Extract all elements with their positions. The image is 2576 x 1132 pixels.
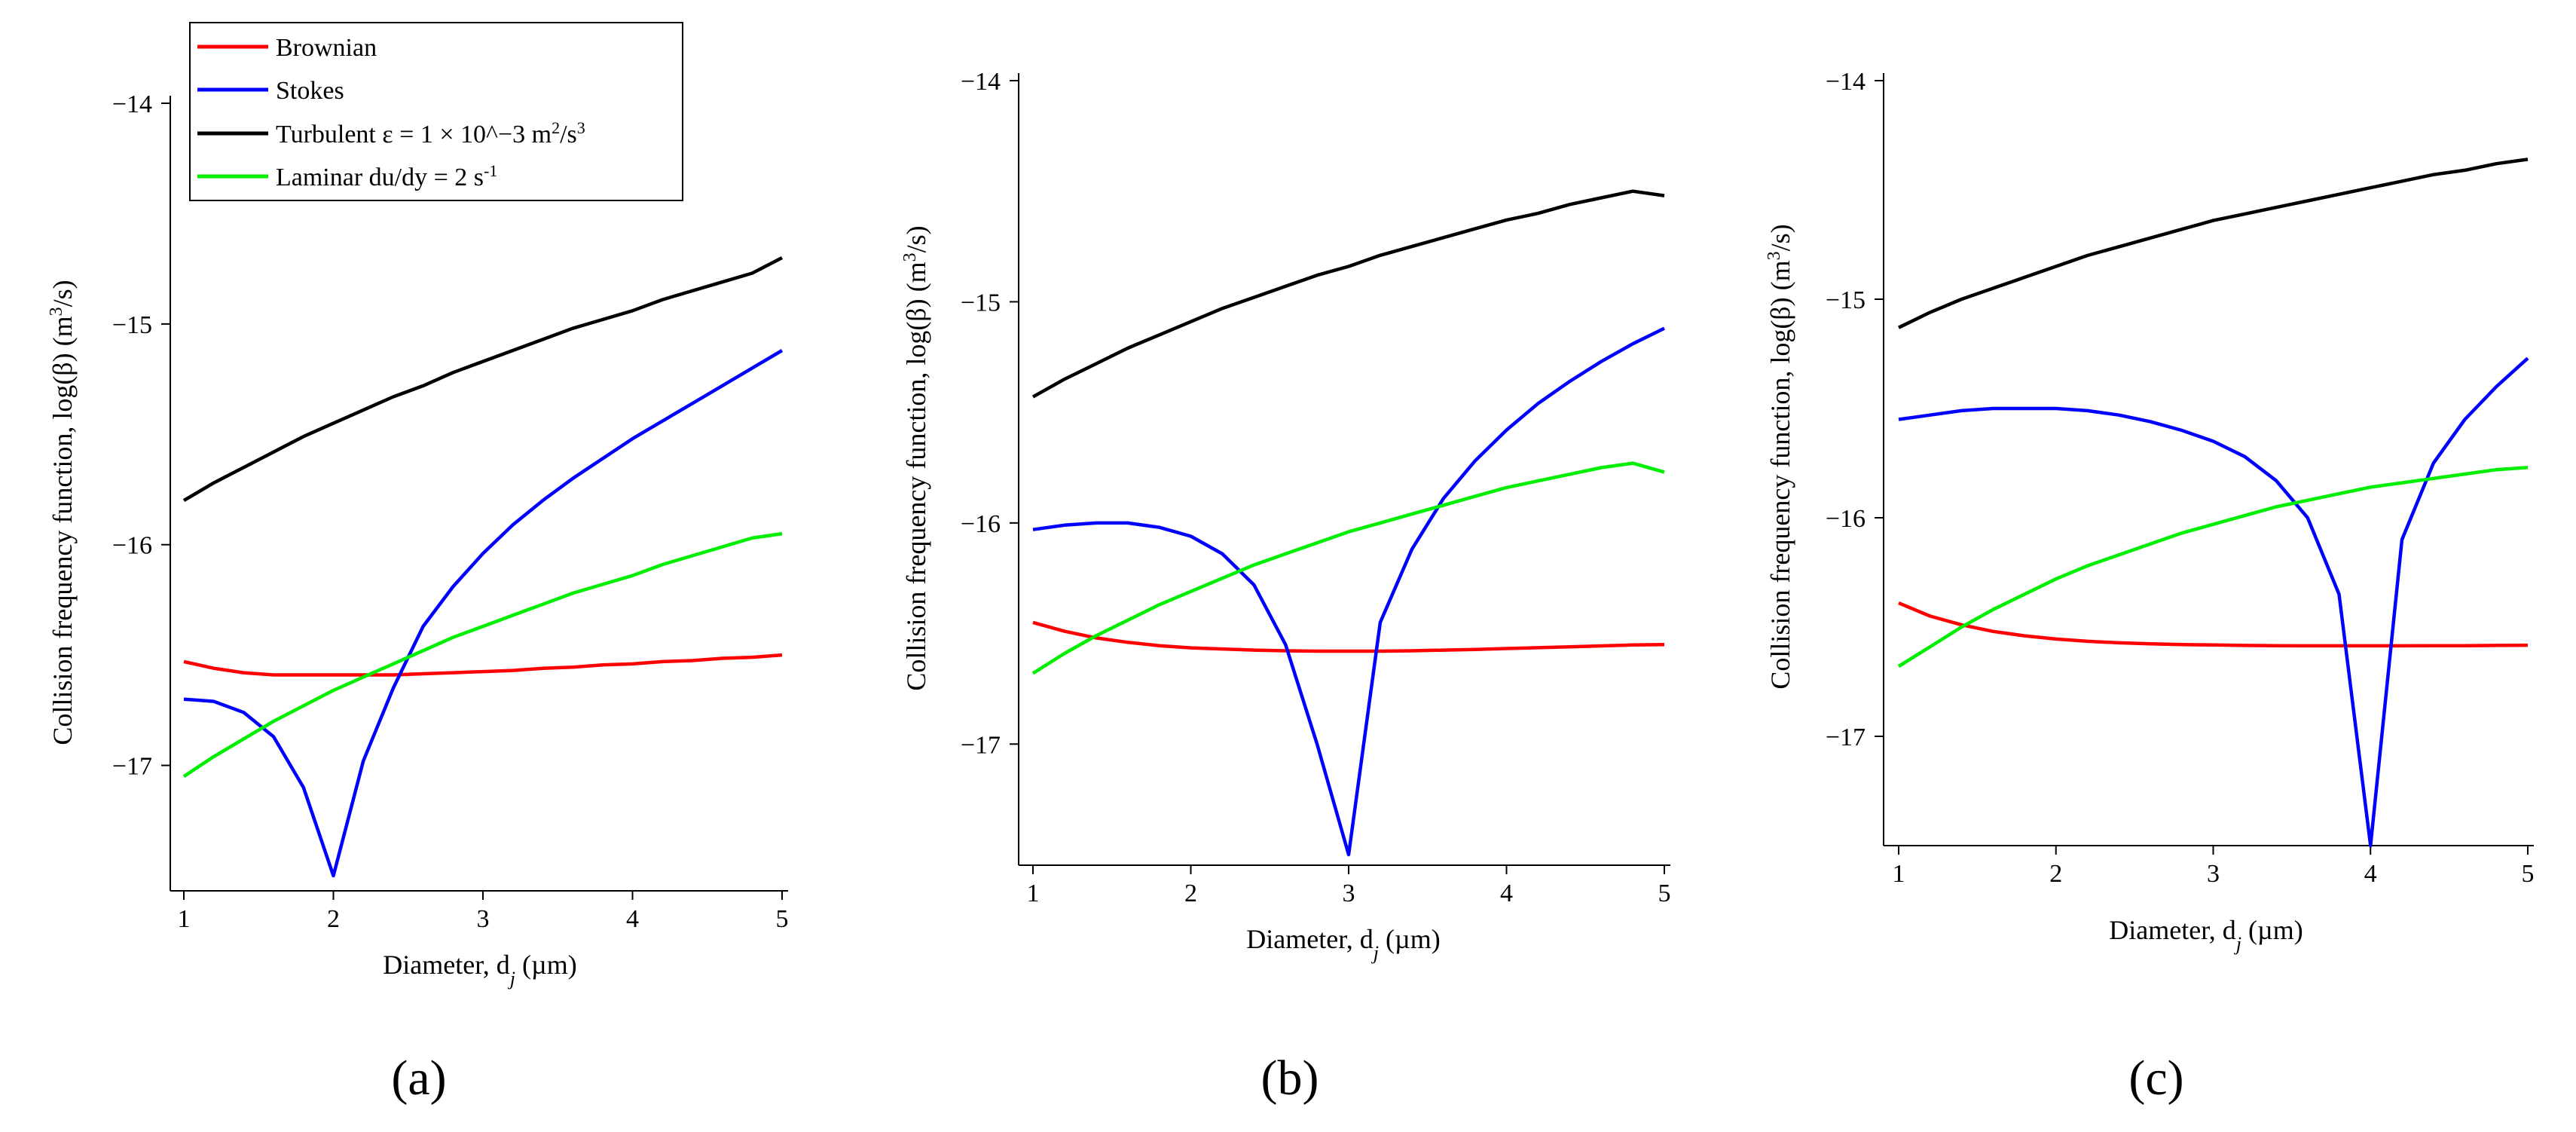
x-tick-label-a: 1 — [178, 905, 191, 933]
panel-label-b: (b) — [1261, 1051, 1319, 1106]
y-tick-label-a: −17 — [112, 753, 152, 781]
y-tick-label-c: −16 — [1826, 505, 1866, 533]
series-line-stokes-c — [1898, 356, 2529, 848]
legend-label-turbulent: Turbulent ε = 1 × 10^−3 m2/s3 — [276, 118, 585, 149]
y-tick-label-c: −15 — [1826, 286, 1866, 314]
series-line-turbulent-b — [1031, 189, 1665, 399]
x-tick-label-c: 4 — [2364, 860, 2377, 888]
legend-box — [189, 22, 683, 201]
series-line-laminar-c — [1897, 466, 2529, 668]
y-axis-label-a: Collision frequency function, log(β) (m3… — [47, 280, 78, 745]
y-tick-label-b: −15 — [961, 289, 1001, 317]
y-tick-label-b: −16 — [961, 510, 1001, 538]
legend-label-laminar: Laminar du/dy = 2 s-1 — [276, 161, 497, 192]
legend-label-brownian: Brownian — [276, 34, 377, 62]
plot-area-b: 1 2 3 4 5 −14 −15 −16 −17 — [961, 68, 1671, 907]
panel-b: 1 2 3 4 5 −14 −15 −16 −17 Collision frequency fu… — [900, 68, 1671, 1106]
y-tick-label-a: −16 — [112, 532, 152, 560]
series-line-brownian-b — [1032, 620, 1665, 653]
series-line-stokes-a — [183, 349, 784, 878]
panel-a: 1 2 3 4 5 −14 −15 −16 −17 Collision frequency fu… — [47, 90, 789, 1106]
legend: Brownian Stokes Turbulent ε = 1 × 10^−3 … — [189, 22, 683, 201]
plot-area-c: 1 2 3 4 5 −14 −15 −16 −17 — [1826, 68, 2535, 888]
series-line-turbulent-c — [1898, 158, 2529, 329]
x-tick-label-b: 3 — [1343, 880, 1355, 907]
y-tick-label-c: −17 — [1826, 724, 1866, 751]
x-tick-label-b: 1 — [1027, 880, 1040, 907]
panel-label-c: (c) — [2128, 1051, 2183, 1106]
plot-area-a: 1 2 3 4 5 −14 −15 −16 −17 — [112, 90, 789, 933]
x-tick-label-c: 5 — [2522, 860, 2535, 888]
x-tick-label-a: 3 — [477, 905, 490, 933]
x-tick-label-b: 2 — [1184, 880, 1197, 907]
series-line-stokes-b — [1032, 326, 1665, 857]
legend-label-stokes: Stokes — [276, 77, 344, 105]
series-line-laminar-b — [1031, 461, 1665, 675]
x-tick-label-a: 4 — [626, 905, 639, 933]
x-tick-label-a: 5 — [776, 905, 789, 933]
series-line-brownian-c — [1898, 601, 2529, 648]
x-tick-label-c: 1 — [1893, 860, 1905, 888]
x-tick-label-b: 4 — [1500, 880, 1513, 907]
x-tick-label-c: 2 — [2049, 860, 2062, 888]
y-tick-label-b: −14 — [961, 68, 1001, 96]
x-tick-label-a: 2 — [327, 905, 340, 933]
x-tick-label-b: 5 — [1658, 880, 1671, 907]
x-axis-label-c: Diameter, dj (µm) — [2109, 915, 2303, 955]
x-axis-label-b: Diameter, dj (µm) — [1246, 924, 1440, 964]
y-tick-label-b: −17 — [961, 731, 1001, 759]
x-axis-label-a: Diameter, dj (µm) — [383, 950, 576, 990]
y-axis-label-b: Collision frequency function, log(β) (m3… — [900, 225, 931, 690]
x-tick-label-c: 3 — [2207, 860, 2220, 888]
series-line-turbulent-a — [182, 256, 784, 503]
series-line-brownian-a — [183, 653, 783, 677]
y-tick-label-c: −14 — [1826, 68, 1866, 96]
y-axis-label-c: Collision frequency function, log(β) (m3… — [1765, 224, 1795, 689]
y-tick-label-a: −14 — [112, 90, 152, 118]
y-tick-label-a: −15 — [112, 311, 152, 339]
series-line-laminar-a — [182, 531, 783, 779]
panel-label-a: (a) — [391, 1051, 446, 1106]
panel-c: 1 2 3 4 5 −14 −15 −16 −17 Collision frequency fu… — [1765, 68, 2535, 1106]
